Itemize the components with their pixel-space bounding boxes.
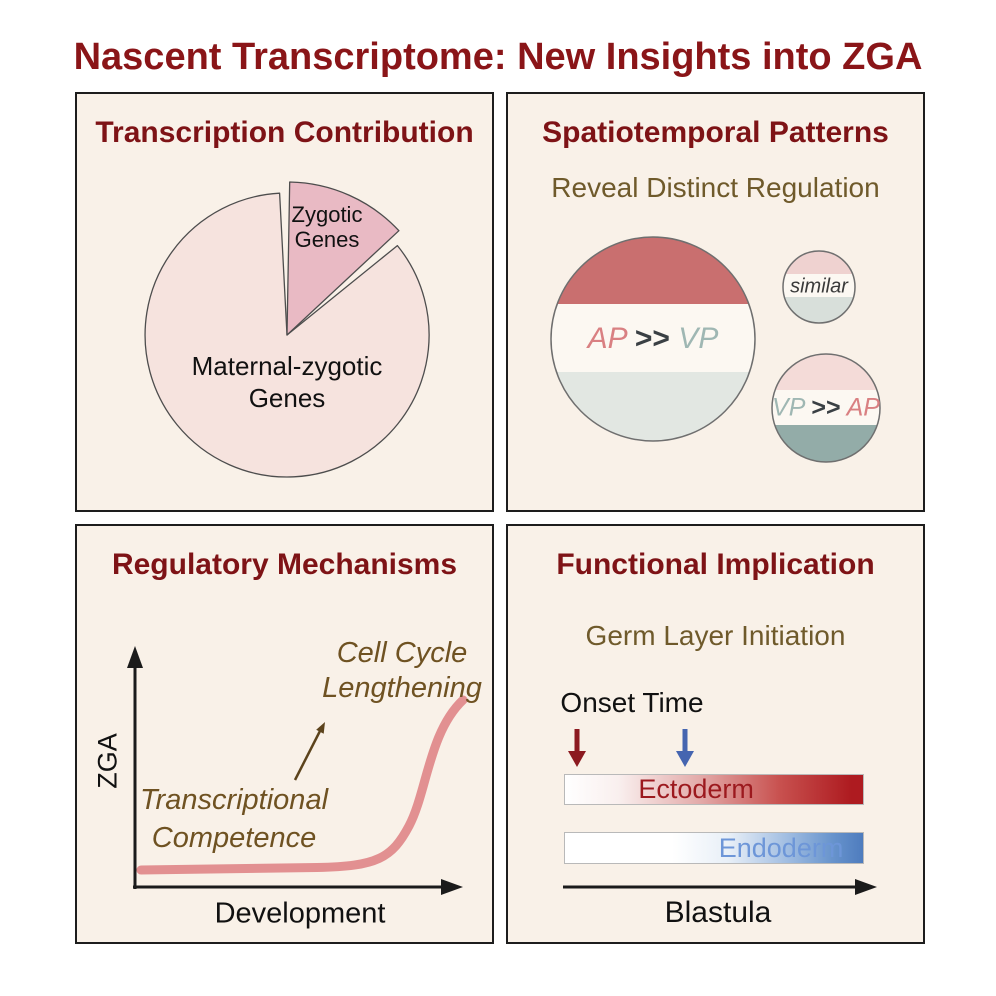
- panel-regulatory-mechanisms: Regulatory Mechanisms ZGA Development Ce…: [75, 524, 494, 944]
- zga-line-chart: [127, 646, 468, 895]
- pie-label-zygotic: Zygotic Genes: [291, 202, 363, 252]
- down-arrow-red-icon: [568, 751, 586, 767]
- panel-title-spatiotemporal: Spatiotemporal Patterns: [542, 116, 889, 149]
- panel-spatiotemporal-patterns: Spatiotemporal Patterns Reveal Distinct …: [506, 92, 925, 512]
- medium-embryo-label: VP >> AP: [772, 393, 880, 422]
- medium-embryo: [772, 354, 880, 462]
- germ-layer-diagram: [563, 729, 877, 895]
- medium-embryo-outline: [771, 353, 881, 463]
- panel-transcription-contribution: Transcription Contribution Zygotic Genes…: [75, 92, 494, 512]
- up-right-arrow-icon: [316, 722, 325, 734]
- endoderm-label: Endoderm: [718, 833, 844, 863]
- down-arrow-blue-icon: [676, 751, 694, 767]
- functional-subtitle: Germ Layer Initiation: [585, 620, 846, 651]
- ectoderm-label: Ectoderm: [638, 774, 754, 804]
- y-axis-arrow-icon: [127, 646, 143, 668]
- zga-curve: [136, 695, 468, 875]
- panel-functional-implication: Functional Implication Germ Layer Initia…: [506, 524, 925, 944]
- x-axis-arrow-icon: [441, 879, 463, 895]
- annotation-transcriptional-competence: Transcriptional Competence: [139, 784, 329, 854]
- x-axis-label: Development: [214, 897, 386, 930]
- annotation-arrow-shaft: [293, 729, 322, 781]
- ectoderm-gradient-bar: Ectoderm: [564, 774, 864, 805]
- pie-label-maternal-zygotic: Maternal-zygotic Genes: [191, 351, 383, 413]
- endoderm-gradient-bar: Endoderm: [564, 832, 864, 864]
- panel-title-transcription: Transcription Contribution: [95, 116, 474, 149]
- big-embryo-outline: [550, 236, 756, 442]
- panel-title-regulatory: Regulatory Mechanisms: [111, 548, 458, 581]
- blastula-axis-label: Blastula: [664, 896, 772, 929]
- pie-slice-zygotic-exploded: [286, 181, 400, 336]
- big-embryo-label: AP >> VP: [587, 322, 719, 355]
- panel-title-functional: Functional Implication: [556, 548, 875, 581]
- small-embryo-outline: [782, 250, 856, 324]
- y-axis-label: ZGA: [92, 733, 123, 789]
- pie-chart: [144, 181, 430, 478]
- right-arrow-icon: [855, 879, 877, 895]
- onset-time-label: Onset Time: [560, 687, 704, 718]
- spatiotemporal-subtitle: Reveal Distinct Regulation: [551, 172, 880, 203]
- small-embryo-label: similar: [790, 275, 848, 298]
- embryo-diagrams: [550, 236, 881, 463]
- annotation-cell-cycle: Cell Cycle Lengthening: [322, 637, 482, 704]
- page-title: Nascent Transcriptome: New Insights into…: [73, 36, 923, 78]
